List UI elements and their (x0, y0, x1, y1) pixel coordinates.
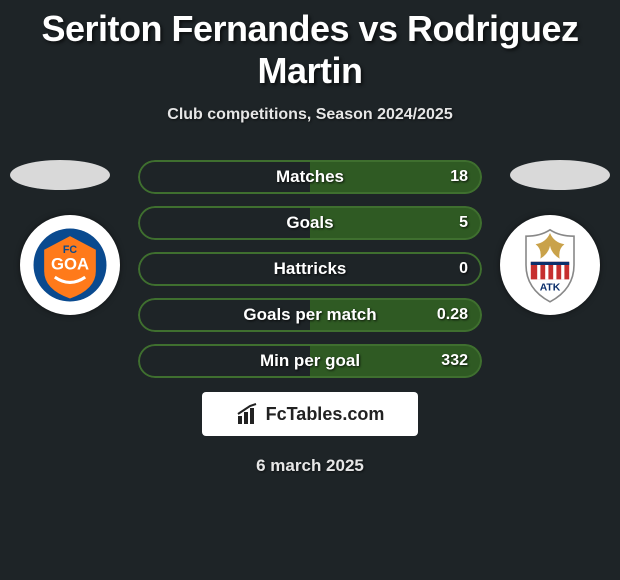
brand-badge: FcTables.com (202, 392, 418, 436)
stat-row: Matches 18 (138, 160, 482, 194)
page-title: Seriton Fernandes vs Rodriguez Martin (0, 0, 620, 92)
stat-value-right: 5 (459, 214, 468, 232)
stat-fill-right (310, 206, 482, 240)
right-club-badge: ATK (500, 215, 600, 315)
stat-row: Min per goal 332 (138, 344, 482, 378)
comparison-area: FC GOA ATK Matches 18 Goals 5 Hattricks 0 Goal… (0, 160, 620, 476)
date-label: 6 march 2025 (0, 456, 620, 476)
fc-goa-crest-icon: FC GOA (32, 227, 108, 303)
stat-row: Hattricks 0 (138, 252, 482, 286)
stat-value-right: 0 (459, 260, 468, 278)
stat-label: Matches (276, 167, 344, 187)
right-player-ellipse (510, 160, 610, 190)
stat-label: Hattricks (274, 259, 347, 279)
bar-chart-icon (236, 402, 260, 426)
stat-label: Goals (286, 213, 333, 233)
stat-label: Min per goal (260, 351, 360, 371)
stat-value-right: 0.28 (437, 306, 468, 324)
stat-value-right: 18 (450, 168, 468, 186)
stats-list: Matches 18 Goals 5 Hattricks 0 Goals per match… (138, 160, 482, 378)
left-player-ellipse (10, 160, 110, 190)
left-club-badge: FC GOA (20, 215, 120, 315)
svg-text:ATK: ATK (540, 283, 561, 294)
stat-value-right: 332 (441, 352, 468, 370)
stat-label: Goals per match (243, 305, 376, 325)
subtitle: Club competitions, Season 2024/2025 (0, 106, 620, 124)
atk-crest-icon: ATK (510, 225, 590, 305)
stat-row: Goals per match 0.28 (138, 298, 482, 332)
brand-text: FcTables.com (266, 404, 385, 425)
stat-row: Goals 5 (138, 206, 482, 240)
svg-text:GOA: GOA (51, 255, 89, 274)
